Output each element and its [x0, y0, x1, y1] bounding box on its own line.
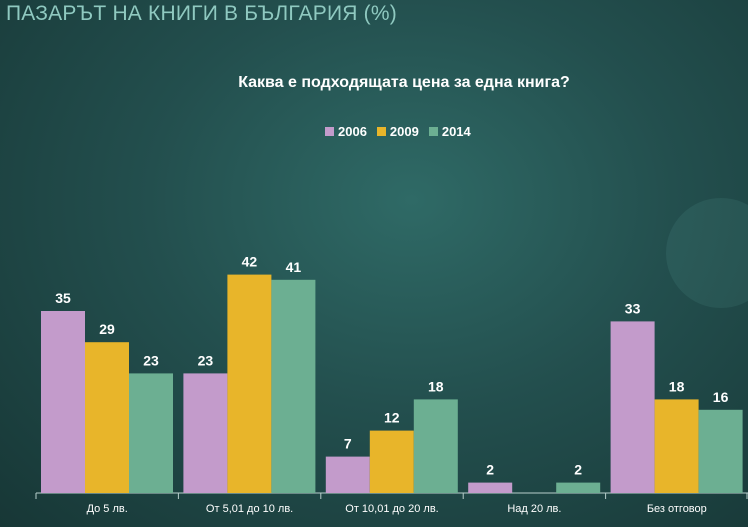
data-label-2014-1: 41	[286, 259, 302, 275]
data-label-2009-2: 12	[384, 410, 400, 426]
bar-2009-4	[654, 399, 699, 493]
data-label-2006-3: 2	[486, 462, 494, 478]
bar-2006-4	[610, 321, 655, 493]
chart-title: Каква е подходящата цена за една книга?	[238, 74, 570, 91]
category-label-2: От 10,01 до 20 лв.	[345, 503, 438, 515]
chart-legend: 2006 2009 2014	[325, 124, 471, 139]
bar-2006-1	[183, 373, 228, 493]
data-label-2009-1: 42	[242, 254, 258, 270]
category-label-4: Без отговор	[647, 503, 707, 515]
bar-2014-0	[129, 373, 173, 493]
decorative-circle	[666, 198, 748, 308]
category-label-3: Над 20 лв.	[507, 503, 561, 515]
data-label-2009-0: 29	[99, 321, 115, 337]
legend-item-2006: 2006	[325, 124, 367, 139]
data-label-2014-3: 2	[574, 462, 582, 478]
data-label-2014-4: 16	[713, 389, 729, 405]
legend-swatch-2014	[428, 127, 438, 136]
data-label-2014-0: 23	[143, 352, 159, 368]
bar-2014-3	[556, 482, 601, 493]
bar-2009-0	[85, 342, 129, 493]
data-label-2006-1: 23	[198, 352, 214, 368]
legend-swatch-2009	[376, 127, 386, 136]
legend-label-2014: 2014	[441, 124, 471, 139]
legend-label-2006: 2006	[338, 124, 367, 139]
data-label-2006-4: 33	[625, 300, 641, 316]
bar-2014-4	[698, 409, 743, 493]
page-title: ПАЗАРЪТ НА КНИГИ В БЪЛГАРИЯ (%)	[6, 2, 397, 25]
data-label-2006-0: 35	[55, 290, 71, 306]
bar-2014-1	[271, 279, 316, 493]
bar-2006-3	[468, 482, 513, 493]
bar-2014-2	[413, 399, 458, 493]
legend-item-2009: 2009	[376, 124, 419, 139]
data-label-2009-4: 18	[669, 378, 685, 394]
bar-2009-1	[227, 274, 272, 493]
category-label-0: До 5 лв.	[87, 503, 128, 515]
category-label-1: От 5,01 до 10 лв.	[206, 503, 293, 515]
data-label-2014-2: 18	[428, 378, 444, 394]
data-label-2006-2: 7	[344, 436, 352, 452]
bar-2009-2	[369, 430, 414, 493]
bar-2006-2	[325, 456, 370, 493]
legend-swatch-2006	[325, 127, 334, 136]
bar-2006-0	[41, 311, 85, 493]
legend-item-2014: 2014	[428, 124, 471, 139]
legend-label-2009: 2009	[389, 124, 419, 139]
